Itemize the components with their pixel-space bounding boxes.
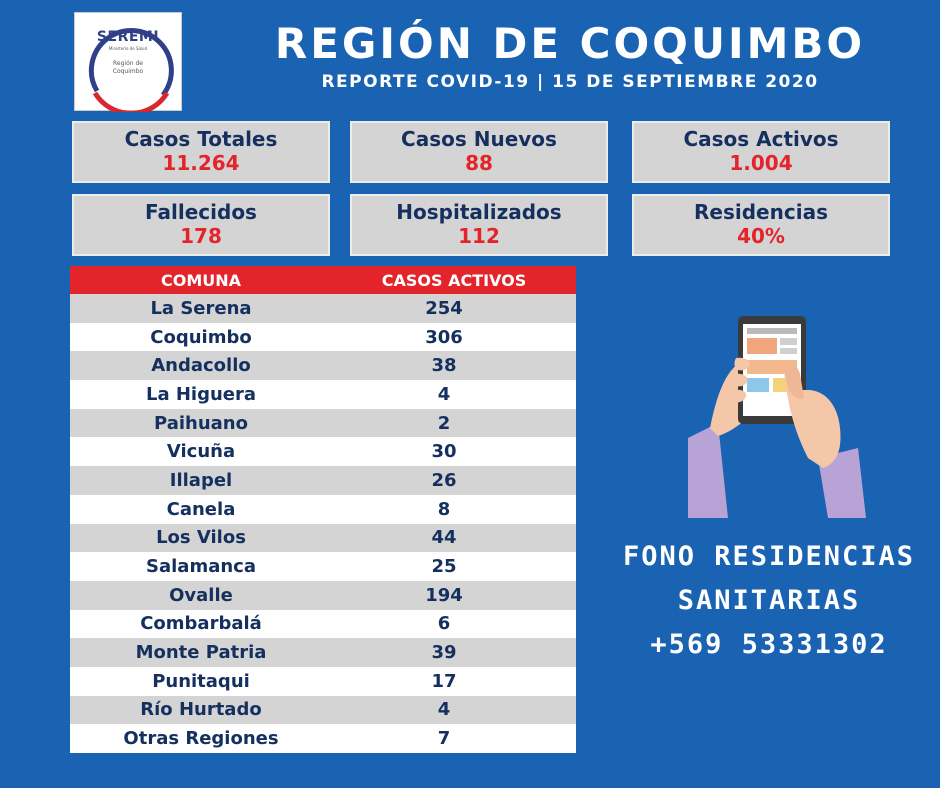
- stat-label: Hospitalizados: [396, 200, 562, 224]
- active-cases-value: 4: [437, 383, 451, 405]
- comuna-name: Otras Regiones: [123, 728, 279, 750]
- comuna-name: Monte Patria: [135, 642, 267, 664]
- stat-label: Casos Totales: [124, 127, 278, 151]
- table-row: Otras Regiones 7: [70, 724, 576, 753]
- stat-label: Casos Nuevos: [401, 127, 557, 151]
- active-cases-value: 26: [431, 469, 457, 491]
- comuna-name: Paihuano: [154, 412, 248, 434]
- comuna-name: La Higuera: [145, 383, 257, 405]
- table-row: Ovalle 194: [70, 580, 576, 610]
- stat-card-deaths: Fallecidos 178: [72, 194, 330, 256]
- stat-label: Casos Activos: [683, 127, 839, 151]
- logo-ring-icon: [88, 28, 174, 112]
- active-cases-value: 38: [431, 355, 457, 377]
- table-row: Monte Patria 39: [70, 638, 576, 667]
- active-cases-value: 254: [425, 297, 463, 319]
- page-subtitle: REPORTE COVID-19 | 15 DE SEPTIEMBRE 2020: [321, 72, 819, 92]
- comuna-name: Punitaqui: [152, 670, 250, 692]
- stat-card-total-cases: Casos Totales 11.264: [72, 121, 330, 183]
- table-row: Combarbalá 6: [70, 609, 576, 639]
- stat-card-hospitalized: Hospitalizados 112: [350, 194, 608, 256]
- active-cases-value: 39: [431, 642, 457, 664]
- active-cases-value: 25: [431, 556, 457, 578]
- cases-by-comuna-table: COMUNA CASOS ACTIVOS La Serena 254 Coquimb…: [70, 266, 576, 753]
- fono-line1: FONO RESIDENCIAS: [622, 541, 916, 572]
- table-row: Coquimbo 306: [70, 322, 576, 352]
- column-header-active-cases: CASOS ACTIVOS: [381, 270, 527, 290]
- stat-label: Residencias: [694, 200, 828, 224]
- stat-value: 11.264: [162, 151, 240, 175]
- logo-region: Región de Coquimbo: [89, 60, 167, 76]
- hand-holding-phone-icon: [688, 316, 866, 518]
- table-row: Río Hurtado 4: [70, 695, 576, 725]
- seremi-logo: SEREMI Ministerio de Salud Región de Coq…: [74, 12, 182, 112]
- table-row: Los Vilos 44: [70, 523, 576, 553]
- comuna-name: Salamanca: [146, 556, 256, 578]
- comuna-name: Andacollo: [151, 355, 251, 377]
- stat-card-new-cases: Casos Nuevos 88: [350, 121, 608, 183]
- comuna-name: Canela: [166, 498, 236, 520]
- logo-name: SEREMI: [96, 29, 160, 45]
- stat-value: 178: [180, 224, 222, 248]
- fono-phone-number[interactable]: +569 53331302: [650, 629, 888, 660]
- stat-value: 40%: [737, 224, 785, 248]
- active-cases-value: 8: [437, 498, 451, 520]
- comuna-name: Illapel: [169, 469, 233, 491]
- table-body: La Serena 254 Coquimbo 306 Andacollo 38 La Hig…: [70, 294, 576, 753]
- stat-card-active-cases: Casos Activos 1.004: [632, 121, 890, 183]
- comuna-name: Los Vilos: [156, 527, 246, 549]
- table-row: Andacollo 38: [70, 351, 576, 381]
- stat-value: 88: [465, 151, 493, 175]
- comuna-name: Combarbalá: [140, 613, 262, 635]
- active-cases-value: 17: [431, 670, 457, 692]
- active-cases-value: 44: [431, 527, 457, 549]
- active-cases-value: 6: [437, 613, 451, 635]
- comuna-name: Ovalle: [169, 584, 233, 606]
- table-row: Punitaqui 17: [70, 666, 576, 696]
- table-row: Canela 8: [70, 494, 576, 524]
- logo-ministry: Ministerio de Salud: [108, 46, 148, 51]
- table-row: La Serena 254: [70, 294, 576, 323]
- comuna-name: La Serena: [150, 297, 252, 319]
- table-row: La Higuera 4: [70, 380, 576, 409]
- active-cases-value: 306: [425, 326, 463, 348]
- fono-line2: SANITARIAS: [677, 585, 861, 616]
- page-title: REGIÓN DE COQUIMBO: [274, 19, 866, 68]
- table-header: COMUNA CASOS ACTIVOS: [70, 266, 576, 294]
- table-row: Illapel 26: [70, 466, 576, 495]
- comuna-name: Vicuña: [166, 441, 236, 463]
- table-row: Salamanca 25: [70, 552, 576, 581]
- comuna-name: Río Hurtado: [140, 699, 262, 721]
- residences-phone-info: FONO RESIDENCIAS SANITARIAS +569 5333130…: [604, 535, 934, 667]
- logo-region-line1: Región de: [113, 60, 143, 67]
- table-row: Vicuña 30: [70, 437, 576, 467]
- active-cases-value: 2: [437, 412, 451, 434]
- active-cases-value: 194: [425, 584, 463, 606]
- active-cases-value: 30: [431, 441, 457, 463]
- column-header-comuna: COMUNA: [160, 270, 242, 290]
- stat-card-residences: Residencias 40%: [632, 194, 890, 256]
- stat-label: Fallecidos: [145, 200, 257, 224]
- active-cases-value: 7: [437, 728, 451, 750]
- stat-value: 1.004: [729, 151, 793, 175]
- stat-value: 112: [458, 224, 500, 248]
- comuna-name: Coquimbo: [150, 326, 252, 348]
- logo-region-line2: Coquimbo: [112, 68, 144, 75]
- active-cases-value: 4: [437, 699, 451, 721]
- table-row: Paihuano 2: [70, 408, 576, 438]
